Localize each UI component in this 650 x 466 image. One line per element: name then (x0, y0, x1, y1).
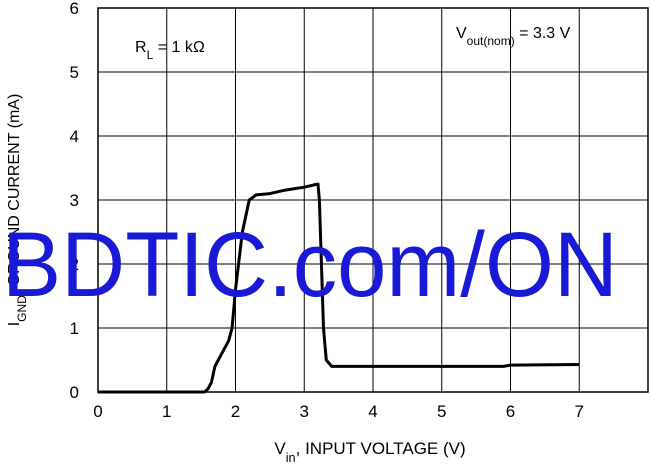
x-tick-label: 6 (506, 402, 515, 421)
annotation-sub: L (147, 48, 154, 62)
x-tick-label: 1 (162, 402, 171, 421)
x-tick-label: 2 (231, 402, 240, 421)
x-axis-label-sub: in (286, 450, 296, 465)
y-tick-label: 1 (70, 319, 79, 338)
annotation-main: V (456, 25, 467, 42)
x-axis-label-rest: , INPUT VOLTAGE (V) (296, 439, 466, 458)
annotation: RL = 1 kΩ (135, 39, 205, 62)
x-tick-label: 0 (93, 402, 102, 421)
y-tick-label: 3 (70, 191, 79, 210)
x-tick-label: 7 (575, 402, 584, 421)
y-axis-label: IGND, GROUND CURRENT (mA) (6, 94, 29, 327)
annotation-rest: = 3.3 V (515, 25, 571, 42)
x-tick-label: 3 (300, 402, 309, 421)
annotation: Vout(nom) = 3.3 V (456, 25, 571, 48)
y-tick-label: 6 (70, 0, 79, 18)
y-tick-label: 5 (70, 63, 79, 82)
y-axis-label-sub: GND (15, 295, 29, 322)
annotation-rest: = 1 kΩ (153, 39, 205, 56)
y-axis-label-main: I (6, 322, 23, 326)
y-tick-label: 0 (70, 383, 79, 402)
x-tick-label: 4 (368, 402, 377, 421)
y-tick-label: 4 (70, 127, 79, 146)
x-axis-label-main: V (274, 439, 286, 458)
annotation-main: R (135, 39, 147, 56)
x-axis-label: Vin, INPUT VOLTAGE (V) (274, 439, 465, 465)
y-tick-label: 2 (70, 255, 79, 274)
annotation-sub: out(nom) (467, 34, 515, 48)
plot-frame (97, 7, 649, 393)
data-line (98, 182, 580, 394)
watermark: BDTIC.com/ON (2, 214, 618, 316)
y-axis-label-rest: , GROUND CURRENT (mA) (6, 94, 23, 295)
x-tick-label: 5 (437, 402, 446, 421)
